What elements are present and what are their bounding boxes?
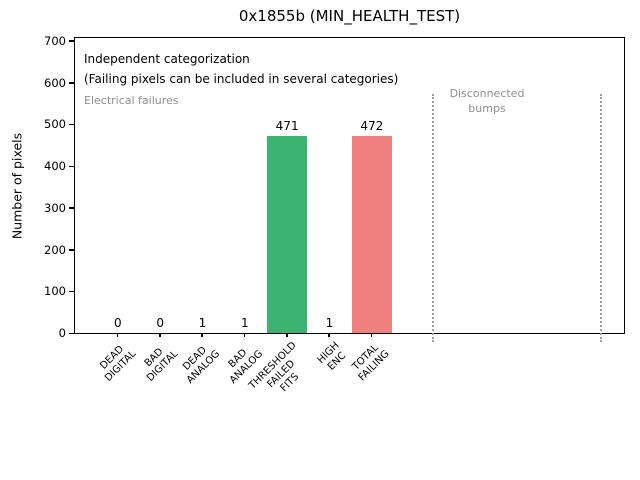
y-tick [68, 165, 74, 168]
bar-value-label: 1 [240, 315, 249, 330]
y-tick [68, 249, 74, 251]
x-tick [370, 333, 373, 337]
dotted-line-right [600, 94, 602, 342]
x-tick-label-text: TOTAL FAILING [350, 342, 393, 384]
plot-area: Independent categorization (Failing pixe… [44, 34, 625, 394]
dotted-line-left [432, 94, 434, 342]
y-tick-label: 0 [58, 326, 66, 340]
y-tick-label: 500 [44, 117, 66, 132]
x-tick [201, 333, 203, 337]
x-tick-label-text: DEAD DIGITAL [97, 343, 139, 385]
y-tick [68, 207, 74, 209]
y-tick [68, 123, 74, 126]
bar [351, 136, 392, 333]
bar-value-label: 0 [113, 316, 122, 330]
x-tick-label-text: BAD DIGITAL [142, 346, 181, 385]
x-tick-label-text: HIGH ENC [315, 340, 349, 373]
bar-value-label: 472 [360, 119, 384, 134]
x-tick [116, 333, 119, 337]
bar-value-label: 1 [198, 315, 207, 330]
bar-value-label: 471 [275, 119, 299, 134]
bar-value-label: 0 [156, 316, 164, 330]
x-tick [328, 333, 330, 337]
y-tick-label: 300 [44, 200, 66, 215]
y-tick-label: 400 [44, 159, 66, 174]
x-tick [243, 333, 246, 337]
y-tick [68, 40, 74, 42]
y-axis-label: Number of pixels [9, 132, 25, 240]
y-tick [68, 332, 74, 334]
x-tick [286, 333, 288, 337]
chart-title: 0x1855b (MIN_HEALTH_TEST) [238, 7, 461, 25]
bar [267, 136, 308, 333]
annotation-categories-note: (Failing pixels can be included in sever… [84, 72, 399, 86]
annotation-disconnected-bumps: Disconnected bumps [449, 87, 525, 116]
annotation-independent-categorization: Independent categorization [84, 52, 250, 66]
y-tick [68, 290, 74, 293]
y-tick-label: 200 [44, 242, 66, 257]
x-tick-label-text: DEAD ANALOG [181, 344, 223, 387]
bar-value-label: 1 [325, 315, 334, 330]
y-tick-label: 700 [44, 33, 66, 48]
annotation-electrical-failures: Electrical failures [84, 94, 179, 107]
x-tick [159, 333, 161, 337]
y-tick [68, 82, 74, 84]
y-tick-label: 100 [44, 284, 66, 299]
y-tick-label: 600 [44, 75, 66, 90]
